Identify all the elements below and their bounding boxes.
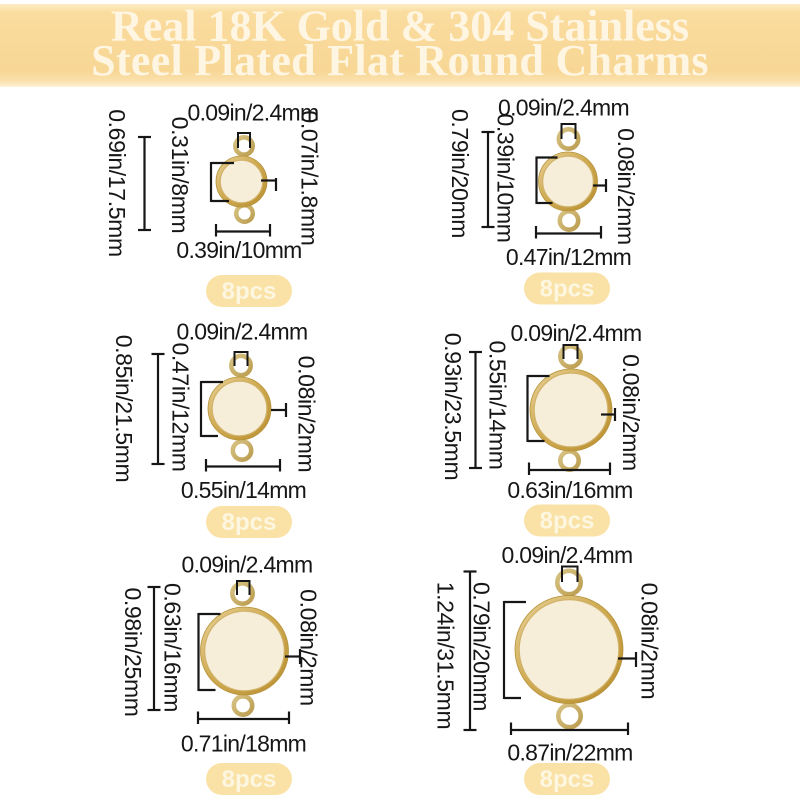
svg-text:0.63in/16mm: 0.63in/16mm [507,477,632,503]
svg-text:0.98in/25mm: 0.98in/25mm [120,587,146,716]
svg-text:0.09in/2.4mm: 0.09in/2.4mm [182,552,313,578]
svg-text:0.87in/22mm: 0.87in/22mm [507,740,632,766]
svg-text:0.63in/16mm: 0.63in/16mm [159,583,185,712]
svg-text:0.39in/10mm: 0.39in/10mm [492,113,518,242]
svg-text:0.39in/10mm: 0.39in/10mm [176,237,301,263]
svg-text:0.79in/20mm: 0.79in/20mm [468,582,494,711]
svg-text:1.24in/31.5mm: 1.24in/31.5mm [432,582,458,730]
svg-text:8pcs: 8pcs [540,276,595,303]
svg-text:0.09in/2.4mm: 0.09in/2.4mm [502,542,633,568]
svg-text:8pcs: 8pcs [222,509,277,536]
svg-text:0.79in/20mm: 0.79in/20mm [447,109,473,238]
svg-text:0.85in/21.5mm: 0.85in/21.5mm [111,335,137,483]
svg-text:8pcs: 8pcs [540,766,595,793]
svg-text:0.71in/18mm: 0.71in/18mm [181,731,306,757]
svg-text:0.08in/2mm: 0.08in/2mm [636,583,662,700]
svg-text:0.08in/2mm: 0.08in/2mm [295,589,321,706]
svg-text:0.08in/2mm: 0.08in/2mm [618,354,644,471]
svg-text:0.09in/2.4mm: 0.09in/2.4mm [511,320,642,346]
svg-text:8pcs: 8pcs [540,508,595,535]
svg-text:0.09in/2.4mm: 0.09in/2.4mm [498,95,629,121]
svg-text:8pcs: 8pcs [222,278,277,305]
svg-text:0.55in/14mm: 0.55in/14mm [484,340,510,469]
svg-text:0.08in/2mm: 0.08in/2mm [293,356,319,473]
svg-text:8pcs: 8pcs [222,766,277,793]
svg-text:0.93in/23.5mm: 0.93in/23.5mm [440,333,466,481]
svg-text:0.47in/12mm: 0.47in/12mm [167,342,193,471]
svg-text:0.09in/2.4mm: 0.09in/2.4mm [188,100,319,126]
svg-text:Steel Plated Flat Round Charms: Steel Plated Flat Round Charms [91,36,709,85]
svg-text:0.07in/1.8mm: 0.07in/1.8mm [296,110,322,245]
svg-text:0.69in/17.5mm: 0.69in/17.5mm [104,109,130,257]
svg-text:0.31in/8mm: 0.31in/8mm [167,117,193,234]
svg-text:0.47in/12mm: 0.47in/12mm [506,244,631,270]
svg-text:0.55in/14mm: 0.55in/14mm [181,477,306,503]
svg-text:Real 18K Gold & 304 Stainless: Real 18K Gold & 304 Stainless [111,2,689,51]
svg-text:0.08in/2mm: 0.08in/2mm [613,128,639,245]
svg-text:0.09in/2.4mm: 0.09in/2.4mm [177,319,308,345]
